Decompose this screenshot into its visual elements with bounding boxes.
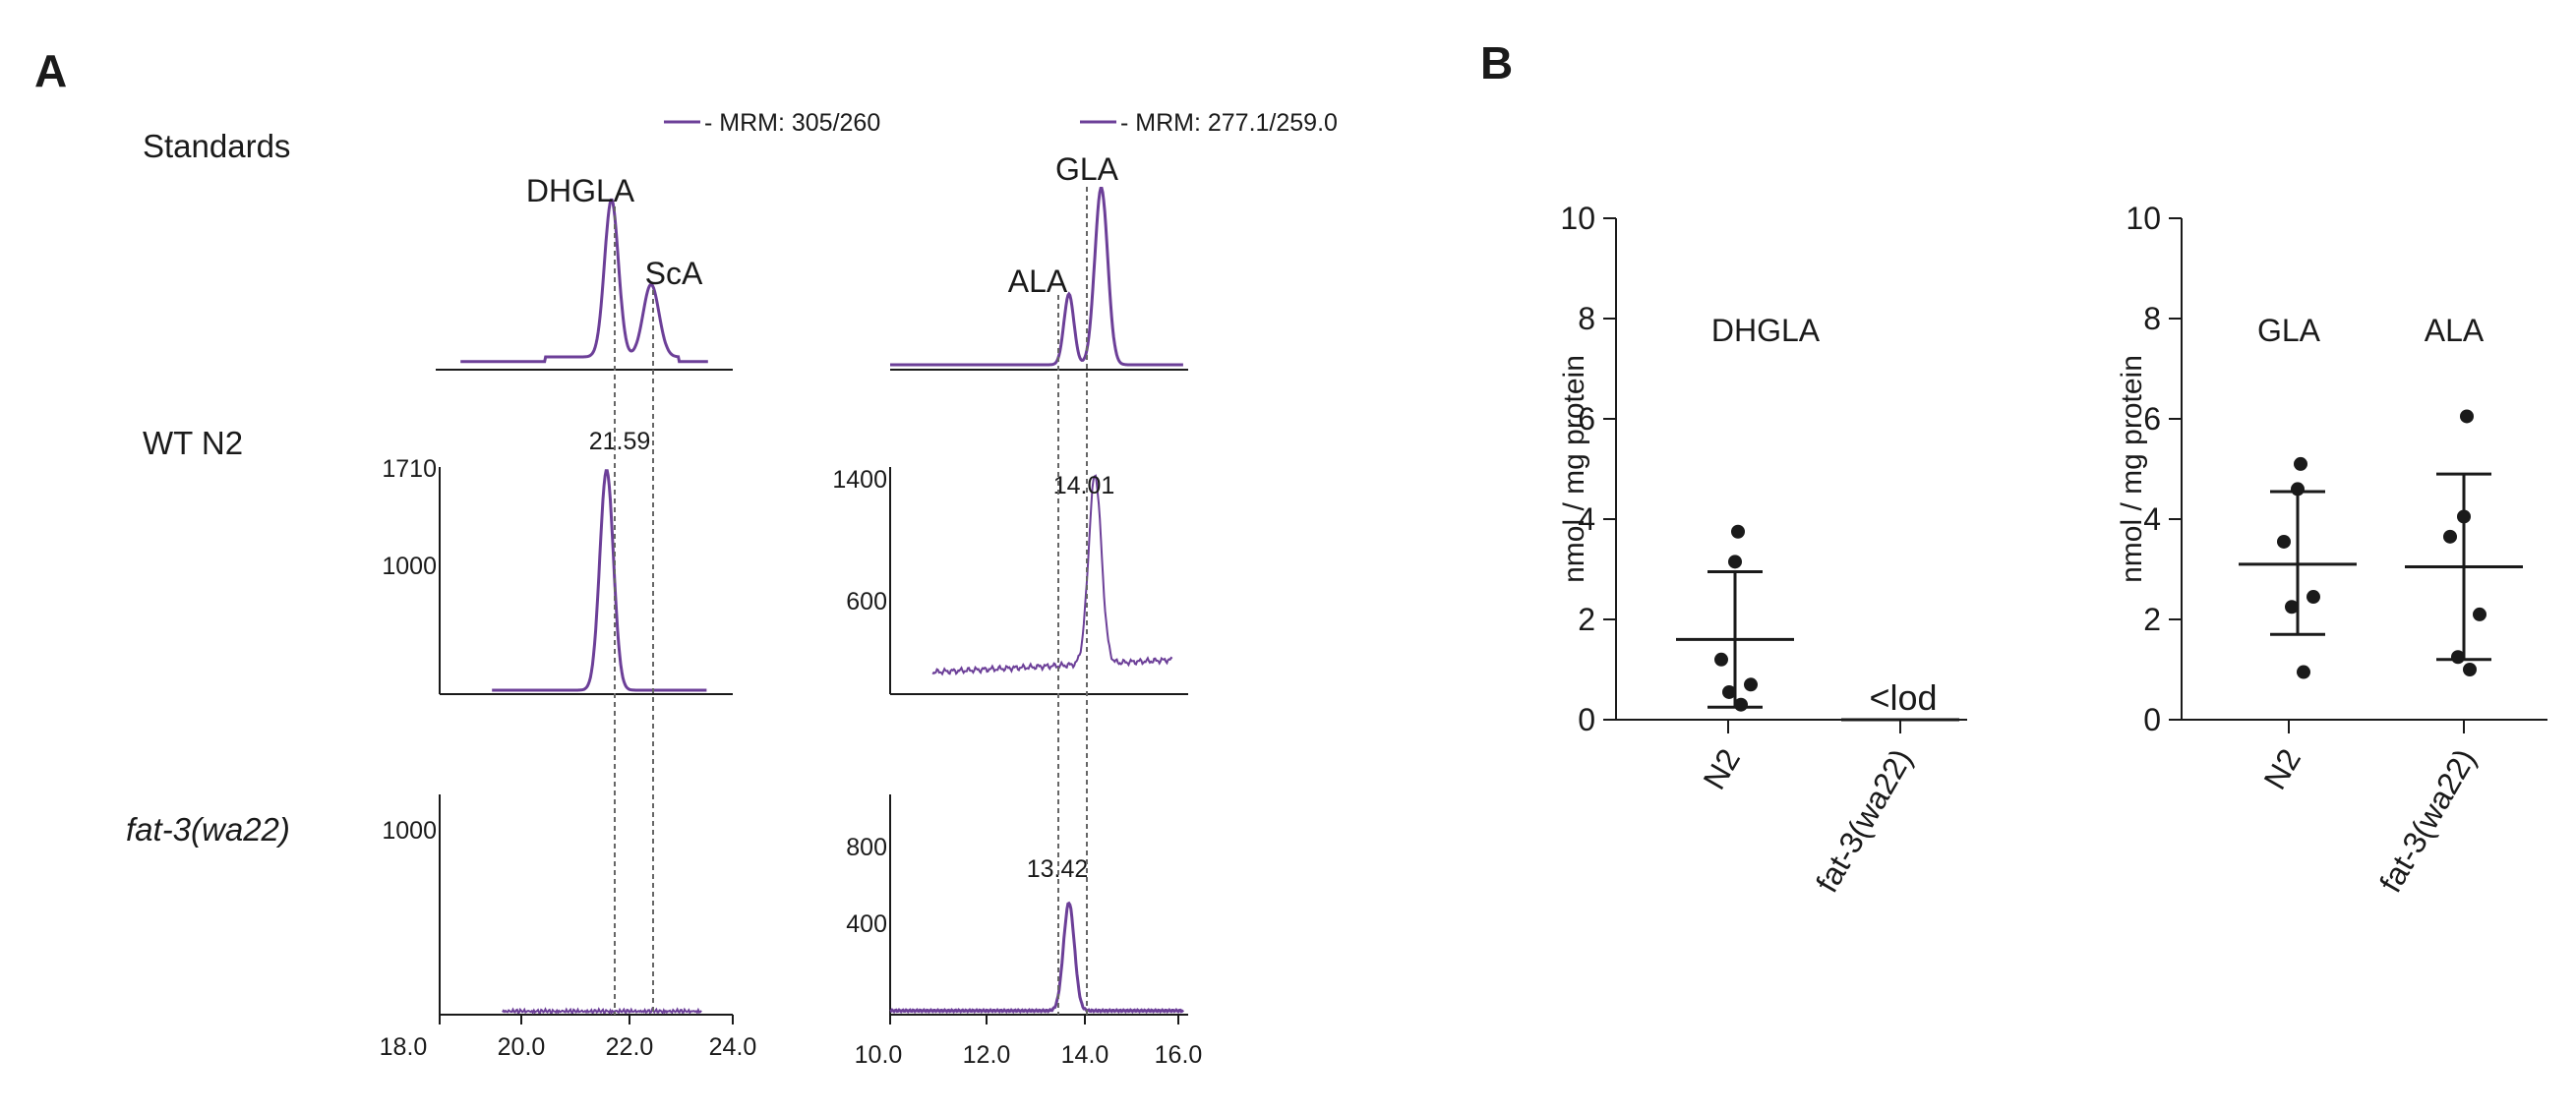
y-tick-label: 1400 xyxy=(832,466,887,494)
y-tick-label: 400 xyxy=(846,910,887,938)
scatter-dhgla: 0 2 4 6 8 10 nmol / mg protein DHGLA N2 … xyxy=(1558,201,1967,899)
y-tick-label: 8 xyxy=(2143,301,2161,336)
data-point xyxy=(2285,600,2299,615)
panel-label-a: A xyxy=(34,45,67,96)
trace-line xyxy=(492,469,707,692)
retention-time-guides xyxy=(614,187,1088,1015)
data-point xyxy=(1728,555,1742,569)
data-point xyxy=(2291,482,2305,497)
data-marks xyxy=(1676,524,1959,722)
data-point xyxy=(1734,697,1748,712)
x-tick-label: fat-3(wa22) xyxy=(1809,743,1919,899)
y-tick-label: 6 xyxy=(2143,401,2161,437)
row-label-fat3: fat-3(wa22) xyxy=(126,811,290,848)
x-tick-label: fat-3(wa22) xyxy=(2372,743,2483,899)
peak-label-sca: ScA xyxy=(645,256,703,291)
trace-line xyxy=(502,1007,702,1016)
trace-line xyxy=(931,474,1173,676)
data-point xyxy=(2294,456,2307,471)
data-point xyxy=(2297,665,2310,679)
y-tick-label: 10 xyxy=(2126,201,2161,236)
data-point xyxy=(2277,534,2291,549)
scatter-gla-ala: 0 2 4 6 8 10 nmol / mg protein GLA ALA N… xyxy=(2116,201,2547,899)
row-label-wt-n2: WT N2 xyxy=(143,425,243,461)
peak-label-gla: GLA xyxy=(1055,151,1119,187)
legend-right-label: - MRM: 277.1/259.0 xyxy=(1120,109,1338,137)
y-tick-label: 2 xyxy=(1578,602,1595,637)
y-tick-label: 2 xyxy=(2143,602,2161,637)
group-label-gla: GLA xyxy=(2257,313,2321,348)
lod-label: <lod xyxy=(1869,677,1937,718)
data-point xyxy=(2473,607,2486,621)
chromatogram-fat3-305: 1000 18.0 20.0 22.0 24.0 xyxy=(380,794,757,1061)
y-tick-label: 600 xyxy=(846,588,887,615)
row-label-standards: Standards xyxy=(143,128,290,164)
data-point xyxy=(2457,509,2471,524)
data-point xyxy=(1731,524,1745,539)
y-tick-label: 800 xyxy=(846,834,887,861)
x-tick-label: N2 xyxy=(1696,743,1747,795)
x-tick-marks xyxy=(439,1015,734,1024)
data-point xyxy=(1714,652,1728,667)
x-tick-label: 20.0 xyxy=(498,1033,546,1061)
x-tick-label: 16.0 xyxy=(1155,1041,1203,1069)
y-tick-label: 8 xyxy=(1578,301,1595,336)
data-point xyxy=(2443,529,2457,544)
data-point xyxy=(1744,677,1758,692)
data-point xyxy=(1722,684,1736,699)
y-ticks: 0 2 4 6 8 10 xyxy=(2126,201,2182,737)
group-label-dhgla: DHGLA xyxy=(1711,313,1821,348)
y-axis-label: nmol / mg protein xyxy=(2116,355,2148,583)
trace-line xyxy=(460,198,708,364)
y-tick-label: 0 xyxy=(2143,702,2161,737)
peak-rt-label: 13.42 xyxy=(1027,855,1089,883)
legend-left-label: - MRM: 305/260 xyxy=(704,109,880,137)
panel-label-b: B xyxy=(1480,37,1513,88)
peak-rt-label: 21.59 xyxy=(589,428,651,455)
trace-line xyxy=(889,901,1185,1014)
data-point xyxy=(2451,650,2465,665)
peak-label-ala: ALA xyxy=(1008,263,1068,299)
chromatogram-fat3-277: 800 400 13.42 10.0 12.0 14.0 16.0 xyxy=(846,794,1202,1069)
x-tick-label: 12.0 xyxy=(963,1041,1011,1069)
x-tick-label: 24.0 xyxy=(709,1033,757,1061)
x-tick-label: 10.0 xyxy=(855,1041,903,1069)
y-ticks: 0 2 4 6 8 10 xyxy=(1560,201,1616,737)
x-tick-label: 22.0 xyxy=(606,1033,654,1061)
y-tick-label: 0 xyxy=(1578,702,1595,737)
y-tick-label: 4 xyxy=(1578,501,1595,537)
y-tick-label: 6 xyxy=(1578,401,1595,437)
chromatogram-wt-277: 1400 600 14.01 xyxy=(832,466,1188,695)
y-tick-label: 1710 xyxy=(382,455,437,483)
x-tick-label: 14.0 xyxy=(1061,1041,1109,1069)
y-axis-label: nmol / mg protein xyxy=(1558,355,1590,583)
data-point xyxy=(2306,590,2320,605)
x-tick-label: 18.0 xyxy=(380,1033,428,1061)
data-point xyxy=(2460,409,2474,424)
chromatogram-standards-277: ALA GLA xyxy=(890,151,1188,371)
data-point xyxy=(2463,663,2477,676)
x-tick-label: N2 xyxy=(2256,743,2307,795)
y-tick-label: 1000 xyxy=(382,817,437,845)
peak-rt-label: 14.01 xyxy=(1053,472,1115,499)
group-label-ala: ALA xyxy=(2425,313,2485,348)
y-tick-label: 10 xyxy=(1560,201,1595,236)
chromatogram-standards-305: DHGLA ScA xyxy=(436,173,733,371)
y-tick-label: 1000 xyxy=(382,553,437,580)
trace-line xyxy=(890,187,1183,367)
chromatogram-wt-305: 1710 1000 21.59 xyxy=(382,428,733,695)
data-marks xyxy=(2239,409,2523,679)
y-tick-label: 4 xyxy=(2143,501,2161,537)
peak-label-dhgla: DHGLA xyxy=(526,173,635,208)
x-tick-marks xyxy=(889,1015,1179,1024)
